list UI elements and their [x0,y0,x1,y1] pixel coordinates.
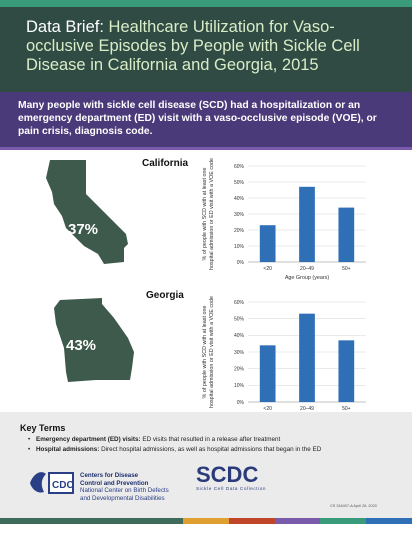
x-tick-label: 20–49 [300,406,314,412]
bar [259,345,276,402]
footer-color-segment [0,518,47,524]
footer-color-segment [366,518,412,524]
y-tick-label: 30% [234,212,245,218]
footer-color-segment [91,518,138,524]
footer-color-strip [0,518,412,533]
y-tick-label: 50% [234,180,245,186]
georgia-map-icon: 43% [54,298,134,382]
bar [299,186,315,262]
footer-color-segment [183,518,230,524]
x-axis-title: Age Group (years) [285,275,330,281]
bullet-icon: • [28,446,31,453]
y-tick-label: 60% [234,300,245,306]
bullet-icon: • [28,436,31,443]
header-accent-bar [0,0,412,7]
cdc-line2: Control and Prevention [80,479,149,487]
key-term-item: • Emergency department (ED) visits: ED v… [28,436,281,443]
header: Data Brief: Healthcare Utilization for V… [0,0,412,92]
key-term-definition: ED visits that resulted in a release aft… [142,436,281,443]
state-name-georgia: Georgia [146,290,184,301]
cdc-line4: and Developmental Disabilities [80,494,165,502]
key-term-label: Hospital admissions: [36,446,100,453]
cdc-line3: National Center on Birth Defects [80,487,169,494]
scdc-logo-text: SCDC [196,462,259,487]
y-tick-label: 20% [234,228,245,234]
title-text: Healthcare Utilization for Vaso-occlusiv… [26,18,360,74]
x-tick-label: 20–49 [300,266,314,272]
y-tick-label: 0% [237,260,245,266]
footer-color-segment [228,518,276,524]
cdc-line1: Centers for Disease [80,472,139,479]
bar [259,225,276,262]
footer-color-segment [274,518,321,524]
bar [338,340,355,402]
cdc-logo-icon: CDC [30,472,74,494]
cdc-name: Centers for Disease Control and Preventi… [80,472,169,502]
bar [299,313,315,402]
banner-text: Many people with sickle cell disease (SC… [18,100,377,137]
california-map-icon: 37% [46,160,128,264]
key-terms-title: Key Terms [20,423,66,433]
cdc-logo-text: CDC [52,480,74,491]
scdc-subtitle: Sickle Cell Data Collection [196,486,267,491]
california-bar-chart: % of people with SCD with at least oneho… [202,158,366,281]
x-tick-label: <20 [263,266,272,272]
georgia-bar-chart: % of people with SCD with at least oneho… [202,296,366,421]
state-name-california: California [142,158,189,169]
y-tick-label: 50% [234,316,245,322]
y-tick-label: 0% [237,400,245,406]
key-term-definition: Direct hospital admissions, as well as h… [101,446,322,453]
footer-color-segment [137,518,184,524]
key-term-label: Emergency department (ED) visits: [36,436,141,443]
x-tick-label: 50+ [342,406,351,412]
y-tick-label: 40% [234,196,245,202]
scdc-logo: SCDC Sickle Cell Data Collection [196,462,276,491]
california-percent: 37% [68,221,98,238]
y-tick-label: 10% [234,244,245,250]
summary-banner: Many people with sickle cell disease (SC… [0,92,412,150]
key-terms-panel [0,412,412,518]
x-tick-label: 50+ [342,266,351,272]
y-tick-label: 60% [234,164,245,170]
bar [338,207,355,262]
footer-color-segment [320,518,367,524]
y-tick-label: 30% [234,350,245,356]
footer-color-segment [45,518,93,524]
banner-underline [0,147,412,150]
page-title: Data Brief: Healthcare Utilization for V… [26,18,396,75]
x-tick-label: <20 [263,406,272,412]
y-tick-label: 10% [234,383,245,389]
document-code: CS 316407-A April 26, 2020 [330,504,377,508]
y-axis-label: % of people with SCD with at least oneho… [202,158,215,270]
georgia-percent: 43% [66,337,96,354]
key-term-item: • Hospital admissions: Direct hospital a… [28,446,322,453]
y-tick-label: 40% [234,333,245,339]
y-axis-label: % of people with SCD with at least oneho… [202,296,215,408]
title-lead: Data Brief: [26,18,104,36]
y-tick-label: 20% [234,366,245,372]
